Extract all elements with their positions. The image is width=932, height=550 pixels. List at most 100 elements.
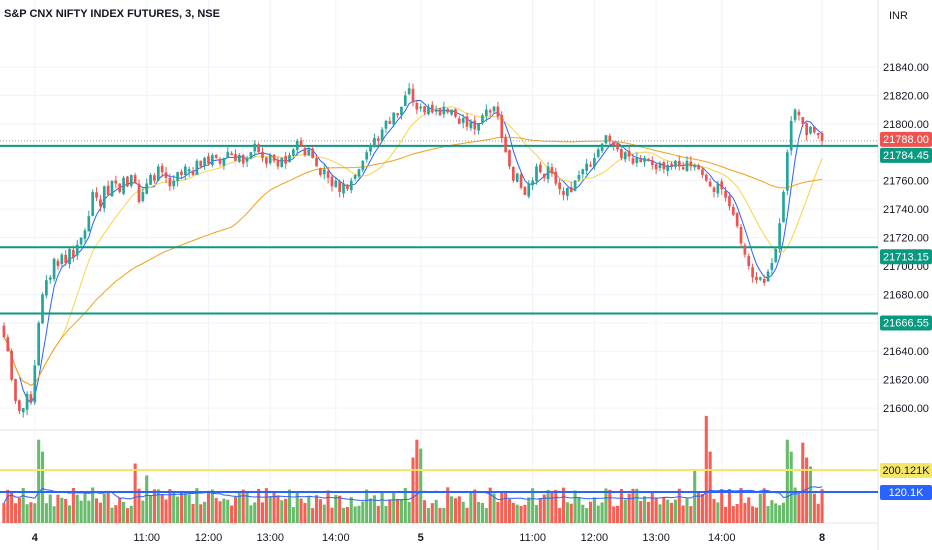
volume-bar: [558, 508, 562, 523]
ma-session-line: [3, 136, 823, 386]
candle-body: [762, 278, 766, 284]
volume-bar: [720, 489, 724, 523]
volume-bar: [291, 507, 295, 523]
volume-bar: [492, 493, 496, 523]
candle-body: [207, 156, 210, 164]
candle-body: [315, 157, 318, 167]
y-tick-label: 21640.00: [883, 346, 929, 358]
candle-body: [608, 135, 612, 141]
candle-body: [650, 160, 654, 166]
candle-body: [60, 254, 64, 265]
volume-ma-line: [3, 486, 823, 504]
candle-body: [29, 394, 33, 401]
volume-bar: [519, 505, 523, 523]
volume-bar: [322, 504, 326, 523]
volume-bar: [145, 475, 149, 523]
candle-body: [114, 180, 118, 184]
x-tick-label: 14:00: [708, 532, 736, 544]
candle-body: [434, 109, 438, 112]
volume-bar: [565, 502, 569, 523]
volume-bar: [608, 489, 612, 523]
candle-body: [369, 145, 372, 152]
volume-bar: [222, 498, 226, 523]
candle-body: [600, 143, 604, 152]
volume-bar: [83, 492, 87, 523]
candle-body: [758, 277, 762, 280]
candle-body: [612, 142, 616, 146]
candle-body: [647, 158, 650, 161]
volume-bar: [326, 490, 330, 523]
volume-bar: [670, 502, 674, 523]
candle-body: [72, 249, 75, 258]
candle-body: [137, 183, 141, 202]
candle-body: [623, 152, 627, 160]
volume-bar: [654, 497, 658, 523]
candle-body: [303, 148, 307, 156]
volume-bar: [376, 505, 380, 523]
candle-body: [172, 180, 176, 187]
candle-body: [535, 166, 538, 182]
candle-body: [45, 280, 48, 296]
volume-bar: [314, 495, 319, 523]
volume-tag: [880, 485, 932, 500]
candle-body: [457, 118, 461, 124]
volume-bar: [797, 494, 801, 523]
volume-bar: [330, 507, 334, 523]
candle-body: [596, 149, 600, 157]
y-tick-label: 21760.00: [883, 176, 929, 188]
candle-body: [446, 108, 450, 113]
candle-body: [731, 206, 735, 215]
candle-body: [37, 322, 41, 366]
candle-body: [778, 223, 781, 250]
candle-body: [693, 165, 697, 168]
candle-body: [75, 244, 79, 256]
volume-bar: [712, 498, 716, 523]
candle-body: [83, 230, 87, 239]
candle-body: [789, 120, 793, 151]
candle-body: [442, 106, 446, 115]
volume-bar: [160, 494, 164, 523]
candle-body: [118, 183, 122, 193]
candle-body: [353, 174, 357, 179]
candle-body: [635, 157, 639, 164]
volume-bar: [164, 499, 168, 523]
volume-bar: [152, 489, 156, 523]
volume-bar: [245, 491, 249, 523]
volume-bar: [504, 491, 508, 523]
volume-bar: [697, 492, 701, 523]
volume-bar: [287, 489, 292, 523]
candle-body: [6, 337, 10, 352]
volume-bar: [708, 451, 712, 523]
candle-body: [415, 102, 419, 110]
volume-bar: [237, 492, 241, 523]
candle-body: [519, 174, 523, 188]
volume-bar: [214, 498, 218, 523]
volume-bar: [125, 508, 129, 523]
currency-label[interactable]: INR: [889, 10, 908, 22]
price-axis[interactable]: 21840.0021820.0021800.0021780.0021760.00…: [883, 62, 929, 415]
candle-body: [129, 174, 133, 186]
candle-body: [666, 165, 670, 172]
volume-bar: [191, 503, 195, 523]
y-tick-label: 21720.00: [883, 233, 929, 245]
candle-body: [430, 104, 434, 113]
candle-body: [639, 159, 643, 163]
volume-bar: [585, 508, 589, 523]
x-tick-label: 4: [32, 532, 39, 544]
candle-body: [496, 106, 500, 117]
volume-bar: [179, 491, 183, 523]
candle-body: [569, 187, 573, 193]
symbol-title[interactable]: S&P CNX NIFTY INDEX FUTURES, 3, NSE: [4, 8, 220, 20]
candle-body: [801, 117, 805, 124]
volume-bar: [538, 498, 542, 523]
x-tick-label: 12:00: [195, 532, 223, 544]
volume-bar: [523, 504, 527, 523]
candle-body: [176, 172, 179, 181]
volume-bar: [496, 501, 500, 523]
candle-body: [589, 164, 592, 167]
volume-bar: [87, 500, 91, 523]
volume-bar: [396, 498, 400, 523]
candle-body: [504, 137, 507, 153]
time-axis[interactable]: 4 11:00 12:00 13:00 14:00 5 11:00 12:00 13:00 14:…: [32, 532, 825, 544]
